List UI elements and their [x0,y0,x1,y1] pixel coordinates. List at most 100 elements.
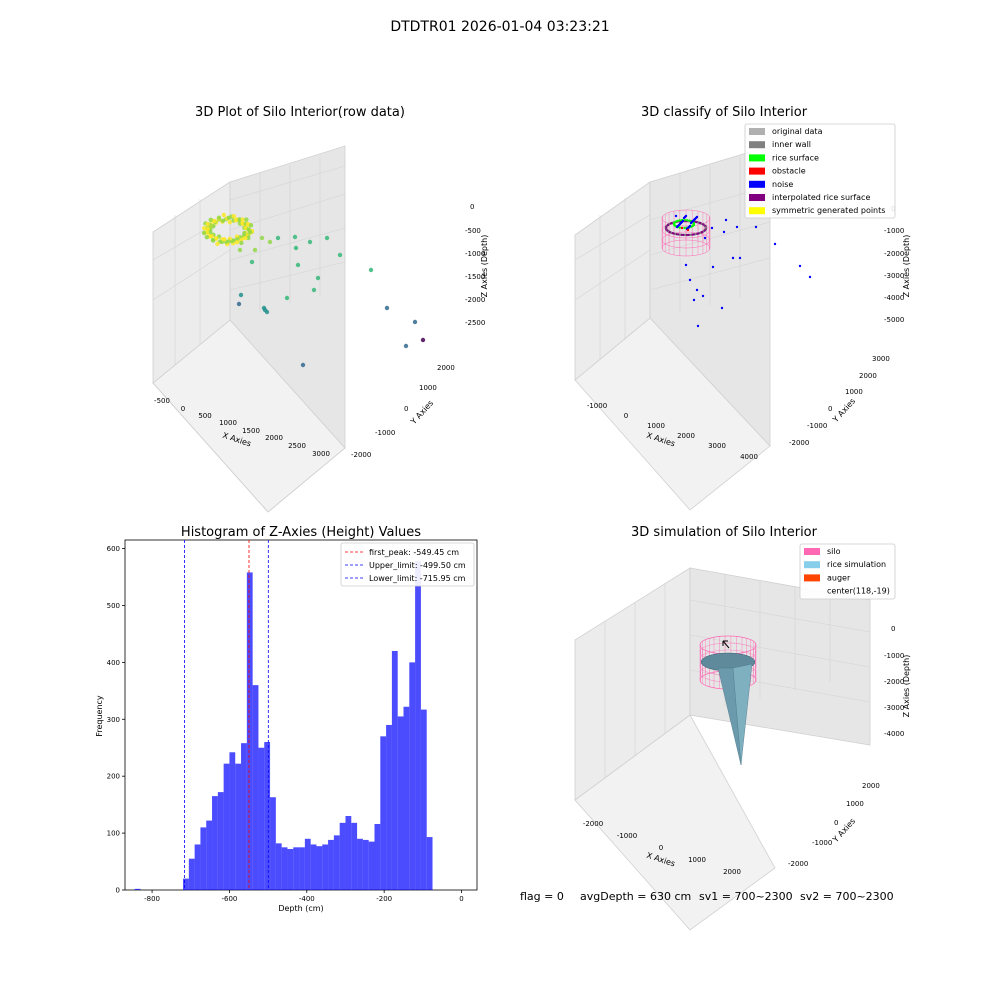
panel-histogram-title: Histogram of Z-Axies (Height) Values [181,525,421,540]
scatter-point [215,241,220,247]
scatter-point [735,225,739,229]
scatter-point [236,301,242,307]
y-tick-label: 100 [107,830,120,838]
histogram-bar [241,743,247,890]
scatter-point [231,213,237,219]
scatter-point [680,226,684,230]
histogram-bar [304,838,311,890]
scatter-point [678,219,681,222]
legend-label: interpolated rice surface [772,193,870,202]
scatter-point [403,343,409,349]
scatter-point [720,306,724,310]
scatter-point [710,226,714,230]
legend-label: rice surface [772,153,819,162]
y-tick-label: -2000 [351,451,371,459]
scatter-point [688,278,692,282]
y-tick-label: -2000 [788,860,808,868]
x-tick-label: 4000 [740,453,758,461]
x-tick-label: 3000 [708,442,726,450]
y-tick-label: 2000 [437,364,455,372]
histogram-bar [345,816,352,890]
histogram-bars [134,561,433,890]
y-tick-label: 600 [107,545,120,553]
histogram-bar [183,878,189,890]
histogram-bar [351,822,358,890]
histogram-bar [397,716,404,890]
panel-classify-zlabel: Z Axies (Depth) [902,235,911,298]
z-tick-label: -3000 [884,704,904,712]
panel-raw-zlabel: Z Axies (Depth) [480,235,489,298]
scatter-point [211,223,216,229]
y-tick-label: 3000 [872,355,890,363]
scatter-point [212,218,217,224]
wall-mesh-ring [661,239,711,257]
histogram-reference-lines [184,540,269,890]
histogram-bar [258,747,265,890]
panel-simulation-yticks: -2000 -1000 0 1000 2000 [788,782,880,868]
scatter-point [701,294,705,298]
scatter-point [259,235,265,241]
y-tick-label: 1000 [846,800,864,808]
scatter-point [695,288,699,292]
legend-swatch [749,207,765,215]
histogram-bar [264,742,271,890]
x-tick-label: 1000 [688,856,706,864]
scatter-point [690,233,694,236]
z-tick-label: -2000 [465,296,485,304]
legend-label: Lower_limit: -715.95 cm [369,574,466,583]
histogram-bar [223,763,230,890]
histogram-bar [368,841,375,890]
scatter-point [315,275,321,281]
histogram-bar [270,797,276,890]
z-tick-label: -2000 [884,678,904,686]
scatter-point [209,233,214,239]
legend-swatch [749,128,765,135]
z-tick-label: -2000 [884,250,904,258]
legend-label: symmetric generated points [772,206,885,215]
scatter-point [704,226,708,229]
panel-classify-legend: original data inner wall rice surface obsta… [744,123,896,219]
legend-swatch [749,141,765,149]
scatter-point [420,337,426,343]
scatter-point [686,228,690,232]
scatter-point [292,234,298,240]
histogram-bar [188,858,195,890]
legend-swatch [749,167,765,175]
scatter-point [204,234,210,240]
histogram-bar [316,846,323,890]
histogram-bar [391,650,398,890]
histogram-xticks: -800 -600 -400 -200 0 [144,890,464,903]
x-tick-label: 2000 [677,432,695,440]
histogram-bar [281,847,288,890]
histogram-bar [299,847,305,890]
scatter-point [680,233,683,237]
legend-label: rice simulation [827,560,886,569]
scatter-point [252,247,258,253]
histogram-bar [310,844,317,890]
scatter-point [689,233,692,237]
scatter-point [227,219,233,225]
histogram-bar [252,685,259,890]
x-tick-label: 500 [198,412,211,420]
panel-simulation-legend: silo rice simulation auger center(118,-19) [799,543,896,600]
scatter-point [202,225,207,231]
histogram-bar [322,844,329,890]
scatter-point [696,324,700,328]
scatter-point [284,295,290,301]
wall-mesh-ring [661,231,711,249]
y-tick-label: -1000 [375,429,395,437]
scatter-point [703,236,707,240]
scatter-point [208,217,213,223]
histogram-bar [206,820,213,890]
scatter-point [687,233,690,237]
histogram-legend: first_peak: -549.45 cm Upper_limit: -499.… [340,542,475,587]
scatter-point [295,262,301,268]
scatter-point [307,239,313,245]
x-tick-label: -800 [144,895,160,903]
legend-label: inner wall [772,140,811,149]
scatter-point [267,239,273,245]
x-tick-label: 2000 [723,868,741,876]
y-tick-label: -1000 [807,422,827,430]
histogram-bar [246,572,253,890]
z-tick-label: -1000 [884,652,904,660]
